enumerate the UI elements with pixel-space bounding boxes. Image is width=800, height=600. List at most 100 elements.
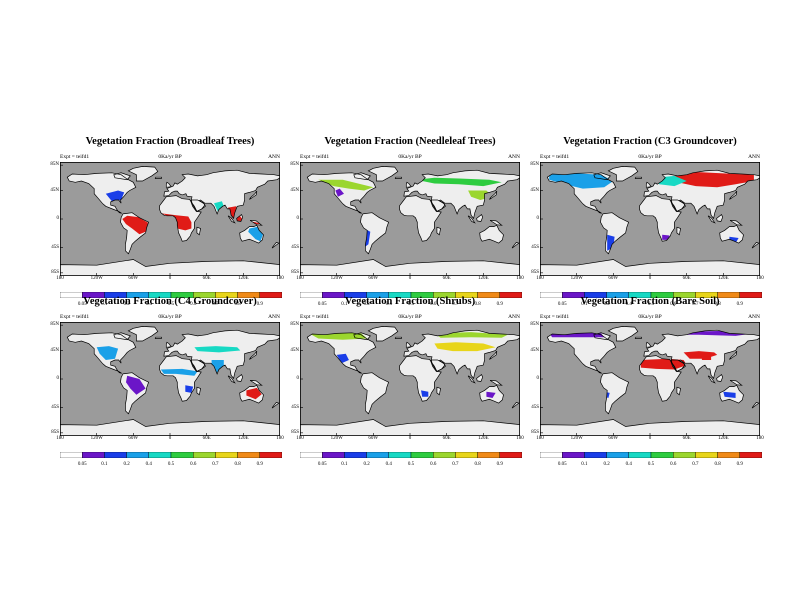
colorbar-label: 0.8 — [474, 462, 481, 467]
colorbar-label: 0.1 — [581, 302, 588, 307]
coastline-baffin — [353, 172, 371, 181]
lat-tick-label: 85S — [531, 269, 539, 275]
land-arabia — [191, 200, 205, 212]
coastline-borneo — [476, 374, 484, 382]
season-label: ANN — [748, 314, 760, 320]
coastline-australia — [479, 224, 504, 244]
land-south-america — [600, 372, 629, 414]
colorbar-label: 0.2 — [603, 302, 610, 307]
experiment-label: Expt = teifd1 — [60, 154, 90, 160]
coastline-japan — [729, 190, 738, 200]
fraction-region — [194, 346, 241, 353]
lat-tick-label: 0 — [536, 216, 540, 221]
colorbar-label: 0.7 — [452, 302, 459, 307]
coastline-sumatra — [707, 375, 716, 384]
fraction-region — [214, 201, 224, 212]
lon-tick-label: 60W — [368, 276, 379, 281]
colorbar-swatch — [388, 452, 412, 458]
fraction-region — [336, 353, 349, 364]
map-frame — [60, 322, 280, 436]
coastline-madagascar — [436, 386, 442, 396]
land-antarctica — [60, 419, 280, 436]
coastline-borneo — [476, 214, 484, 222]
coastline-africa — [639, 195, 682, 242]
land-greenland — [128, 166, 158, 181]
colorbar-swatch — [126, 452, 149, 458]
lon-tick-label: 120W — [570, 276, 583, 281]
coastline-antarctica — [540, 259, 760, 276]
lon-tick-label: 120E — [478, 276, 489, 281]
colorbar-swatch — [366, 452, 389, 458]
coastline-baffin — [113, 172, 131, 181]
coastline-iceland — [394, 336, 402, 339]
coastline-new-zealand — [271, 402, 280, 409]
colorbar-swatch — [584, 452, 607, 458]
coastline-greenland — [367, 166, 399, 182]
panel-title: Vegetation Fraction (Broadleaf Trees) — [85, 136, 255, 147]
lat-tick-label: 45S — [531, 244, 539, 250]
lon-tick-label: 60W — [368, 436, 379, 441]
colorbar-label: 0.5 — [647, 302, 655, 307]
coastline-new-guinea — [249, 219, 263, 226]
map-frame — [300, 322, 520, 436]
coastline-africa — [399, 355, 442, 402]
colorbar-label: 0.05 — [557, 302, 567, 307]
world-map — [300, 162, 520, 276]
land-antarctica — [540, 419, 760, 436]
coastline-baffin — [353, 332, 371, 341]
coastline-australia — [719, 384, 744, 404]
time-label: 0Ka/yr BP — [158, 314, 182, 320]
world-map — [540, 162, 760, 276]
colorbar-label: 0.05 — [77, 302, 87, 307]
lon-tick-label: 120E — [238, 276, 249, 281]
fraction-region — [434, 342, 496, 352]
coastline-japan — [249, 190, 258, 200]
colorbar-swatch — [717, 452, 741, 458]
world-map — [540, 322, 760, 436]
colorbar-label: 0.2 — [123, 302, 130, 307]
panel-title: Vegetation Fraction (Needleleaf Trees) — [324, 136, 496, 147]
lat-tick-label: 85N — [530, 162, 539, 168]
land-uk — [166, 182, 172, 188]
colorbar-label: 0.1 — [581, 462, 588, 467]
coastline-north-america — [306, 172, 377, 214]
colorbar-label: 0.8 — [234, 462, 241, 467]
lon-tick-label: 60W — [128, 276, 139, 281]
lon-tick-label: 120W — [330, 436, 343, 441]
colorbar-swatch — [215, 452, 238, 458]
time-label: 0Ka/yr BP — [398, 154, 422, 160]
coastline-greenland — [367, 326, 399, 342]
fraction-region — [185, 385, 194, 393]
land-greenland — [608, 326, 638, 341]
land-borneo — [476, 374, 483, 382]
coastline-sumatra — [467, 375, 476, 384]
coastline-north-america — [66, 332, 137, 374]
lon-tick-label: 0 — [648, 436, 652, 441]
colorbar-label: 0.8 — [714, 302, 721, 307]
colorbar-label: 0.5 — [407, 302, 415, 307]
land-uk — [166, 342, 172, 348]
coastline-africa — [399, 195, 442, 242]
colorbar-swatch — [499, 452, 522, 458]
land-uk — [646, 342, 652, 348]
coastline-north-america — [546, 172, 617, 214]
coastline-iceland — [154, 176, 162, 179]
coastline-uk — [165, 341, 172, 348]
colorbar-swatch — [300, 452, 323, 458]
coastline-madagascar — [196, 386, 202, 396]
coastline-arabia — [190, 359, 206, 372]
colorbar-label: 0.9 — [256, 302, 263, 307]
colorbar-label: 0.8 — [474, 302, 481, 307]
colorbar-swatch — [628, 452, 652, 458]
panel-title: Vegetation Fraction (C4 Groundcover) — [83, 296, 257, 307]
land-greenland — [608, 166, 638, 181]
lat-tick-label: 85N — [50, 162, 59, 168]
panel-title: Vegetation Fraction (Bare Soil) — [580, 296, 720, 307]
lat-tick-label: 45N — [50, 347, 59, 353]
lon-tick-label: 60E — [682, 436, 691, 441]
coastline-north-america — [306, 332, 377, 374]
colorbar-label: 0.7 — [692, 302, 699, 307]
coastline-greenland — [607, 326, 639, 342]
land-africa — [399, 355, 442, 402]
colorbar-swatch — [739, 292, 762, 298]
